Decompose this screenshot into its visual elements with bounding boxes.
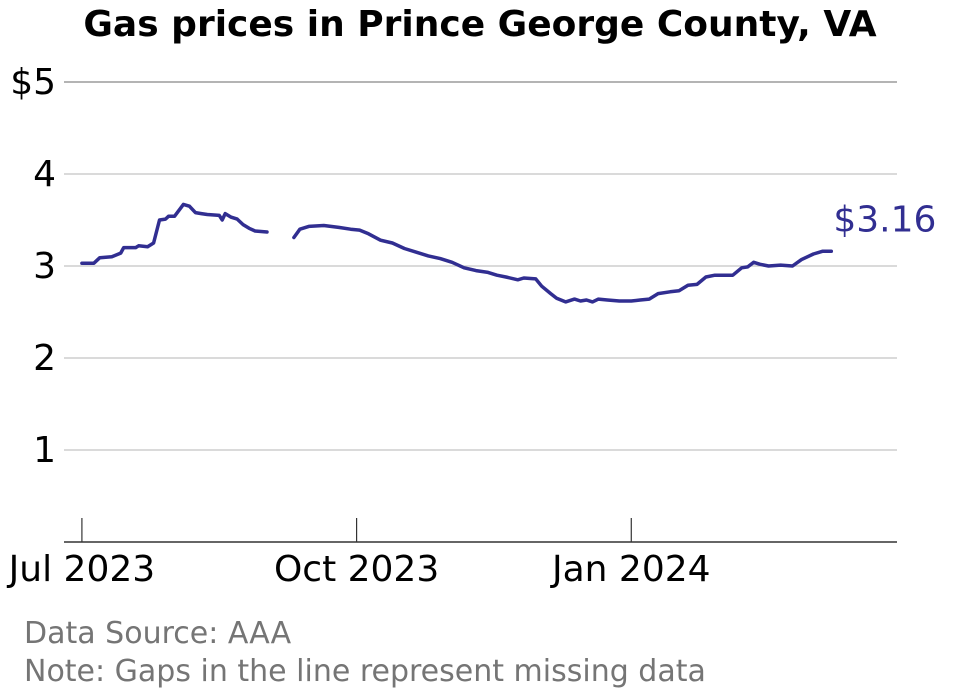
y-tick-label-2: 2	[33, 338, 56, 379]
y-tick-label-1: 1	[33, 430, 56, 471]
x-axis	[64, 518, 897, 543]
end-value-label-group: $3.16	[833, 199, 936, 240]
chart-title: Gas prices in Prince George County, VA	[83, 4, 876, 45]
y-tick-label-5: $5	[10, 62, 56, 103]
x-tick-label: Jan 2024	[550, 549, 711, 590]
y-tick-label-4: 4	[33, 154, 56, 195]
price-line-segment-2	[292, 223, 834, 304]
y-axis-tick-labels: 1 2 3 4 $5	[10, 62, 56, 471]
end-value-label: $3.16	[833, 199, 936, 240]
y-tick-label-3: 3	[33, 246, 56, 287]
price-line-series	[80, 202, 834, 304]
x-axis-tick-labels: Jul 2023 Oct 2023 Jan 2024	[7, 549, 711, 590]
data-source-note: Data Source: AAA	[24, 616, 292, 651]
x-tick-label: Oct 2023	[274, 549, 439, 590]
gridlines	[64, 81, 897, 451]
missing-data-note: Note: Gaps in the line represent missing…	[24, 654, 706, 689]
price-line-segment-1	[80, 202, 269, 265]
x-tick-label: Jul 2023	[7, 549, 156, 590]
gas-price-chart: Gas prices in Prince George County, VA 1…	[7, 4, 937, 590]
